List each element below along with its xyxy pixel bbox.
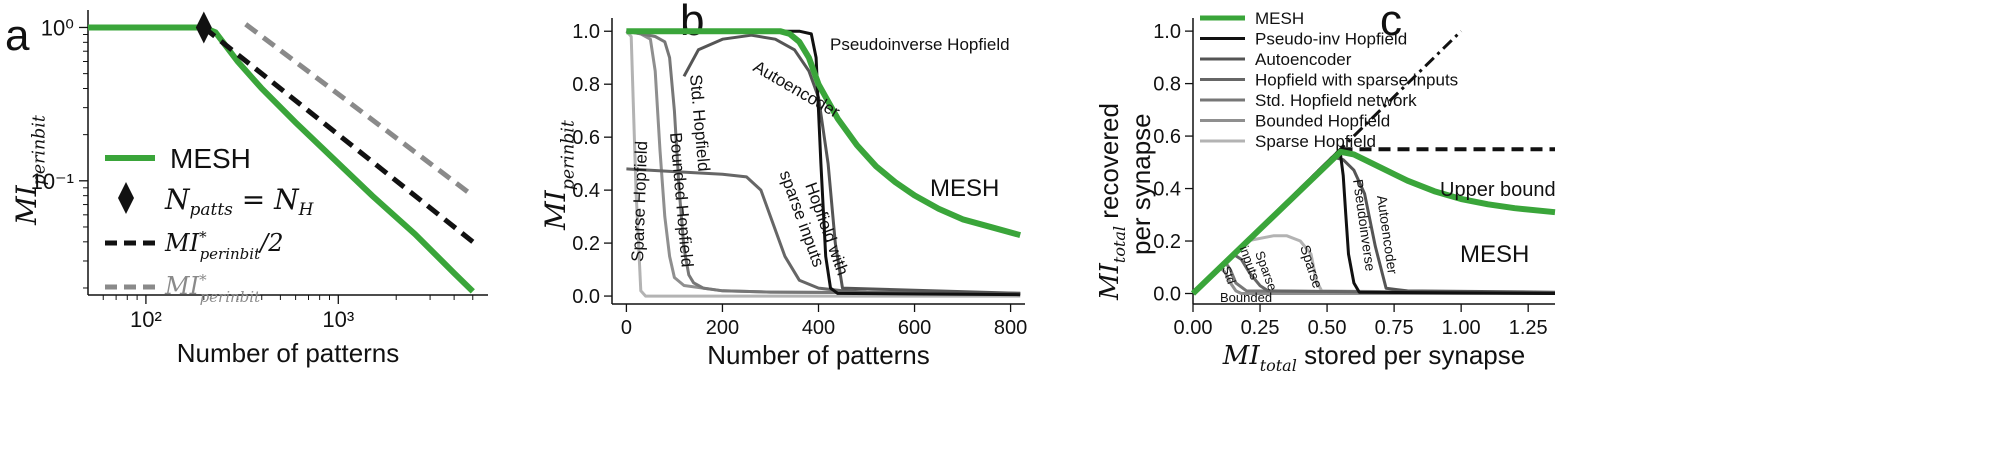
x-axis-label-a: Number of patterns xyxy=(177,338,400,368)
legend-label-c-sparse: Sparse Hopfield xyxy=(1255,132,1376,151)
y-tick-label-c: 0.2 xyxy=(1153,231,1181,253)
x-tick-label-b: 600 xyxy=(898,317,931,339)
series-label-b-pinv: Pseudoinverse Hopfield xyxy=(830,35,1010,54)
x-tick-label-c: 0.25 xyxy=(1241,317,1280,339)
annotation-pinv: Pseudoinverse xyxy=(1350,178,1379,272)
x-axis-label-c: MItotal stored per synapse xyxy=(1222,340,1525,375)
legend-label-c-pinv: Pseudo-inv Hopfield xyxy=(1255,30,1407,49)
chart-panel-b: 0 200 400 600 8000.00.20.40.60.81.0Pseudoinv… xyxy=(539,18,1027,370)
y-tick-label-b: 0.0 xyxy=(572,286,600,308)
annotation-bounded: Bounded xyxy=(1220,290,1272,305)
marker-diamond-a xyxy=(196,11,212,43)
x-tick-label-a: 10² xyxy=(130,307,162,332)
y-tick-label-a: 10⁰ xyxy=(41,15,74,40)
series-b-autoencoder xyxy=(684,35,1020,293)
panel-label-b: b xyxy=(680,0,704,45)
y-tick-label-c: 0.6 xyxy=(1153,126,1181,148)
panel-label-a: a xyxy=(5,11,30,60)
legend-swatch-marker xyxy=(118,182,134,214)
y-axis-label-a: MIperinbit xyxy=(10,115,49,226)
annotation-sparse: Sparse xyxy=(1297,243,1326,290)
y-tick-label-c: 0.4 xyxy=(1153,179,1181,201)
x-tick-label-c: 1.00 xyxy=(1442,317,1481,339)
x-tick-label-c: 0.00 xyxy=(1174,317,1213,339)
y-tick-label-c: 0.8 xyxy=(1153,74,1181,96)
series-label-b-sparse_inputs: Hopfield withsparse inputs xyxy=(776,161,853,285)
legend-label-mesh: MESH xyxy=(170,143,251,174)
y-tick-label-b: 1.0 xyxy=(572,21,600,43)
chart-panel-c: 0.00 0.25 0.50 0.75 1.00 1.25 0.0 0.2 0.4 0.6 0.8 1… xyxy=(1094,9,1556,375)
y-axis-label-c: MItotal recovered xyxy=(1094,103,1129,301)
legend-label-c-autoencoder: Autoencoder xyxy=(1255,50,1352,69)
annotation-mesh: MESH xyxy=(1460,241,1529,268)
series-label-b-bounded: Bounded Hopfield xyxy=(666,132,697,268)
x-tick-label-b: 400 xyxy=(802,317,835,339)
x-tick-label-c: 0.75 xyxy=(1375,317,1414,339)
legend-label-c-std: Std. Hopfield network xyxy=(1255,91,1417,110)
legend-label-c-mesh: MESH xyxy=(1255,9,1304,28)
legend-label-c-bounded: Bounded Hopfield xyxy=(1255,112,1390,131)
x-tick-label-c: 1.25 xyxy=(1509,317,1548,339)
annotation-upper-bound: Upper bound xyxy=(1440,179,1556,201)
x-tick-label-c: 0.50 xyxy=(1308,317,1347,339)
legend-label-full: MI* perinbit xyxy=(164,271,261,306)
legend-label-half: MI* perinbit/2 xyxy=(164,228,283,263)
x-tick-label-b: 0 xyxy=(621,317,632,339)
x-tick-label-b: 200 xyxy=(706,317,739,339)
y-tick-label-c: 0.0 xyxy=(1153,284,1181,306)
x-tick-label-b: 800 xyxy=(994,317,1027,339)
series-label-b-std: Std. Hopfield xyxy=(686,74,713,173)
legend-label-c-sparse_inputs: Hopfield with sparse inputs xyxy=(1255,71,1458,90)
x-tick-label-a: 10³ xyxy=(322,307,354,332)
series-label-b-mesh: MESH xyxy=(930,175,999,202)
x-axis-label-b: Number of patterns xyxy=(707,340,930,370)
series-label-b-sparse: Sparse Hopfield xyxy=(628,141,651,263)
y-axis-label-c-line2: per synapse xyxy=(1126,113,1156,255)
y-tick-label-b: 0.2 xyxy=(572,233,600,255)
series-label-b-autoencoder: Autoencoder xyxy=(750,57,843,122)
y-tick-label-c: 1.0 xyxy=(1153,21,1181,43)
y-axis-label-b: MIperinbit xyxy=(539,120,578,231)
legend-label-marker: Npatts = NH xyxy=(164,183,315,220)
y-tick-label-b: 0.8 xyxy=(572,74,600,96)
